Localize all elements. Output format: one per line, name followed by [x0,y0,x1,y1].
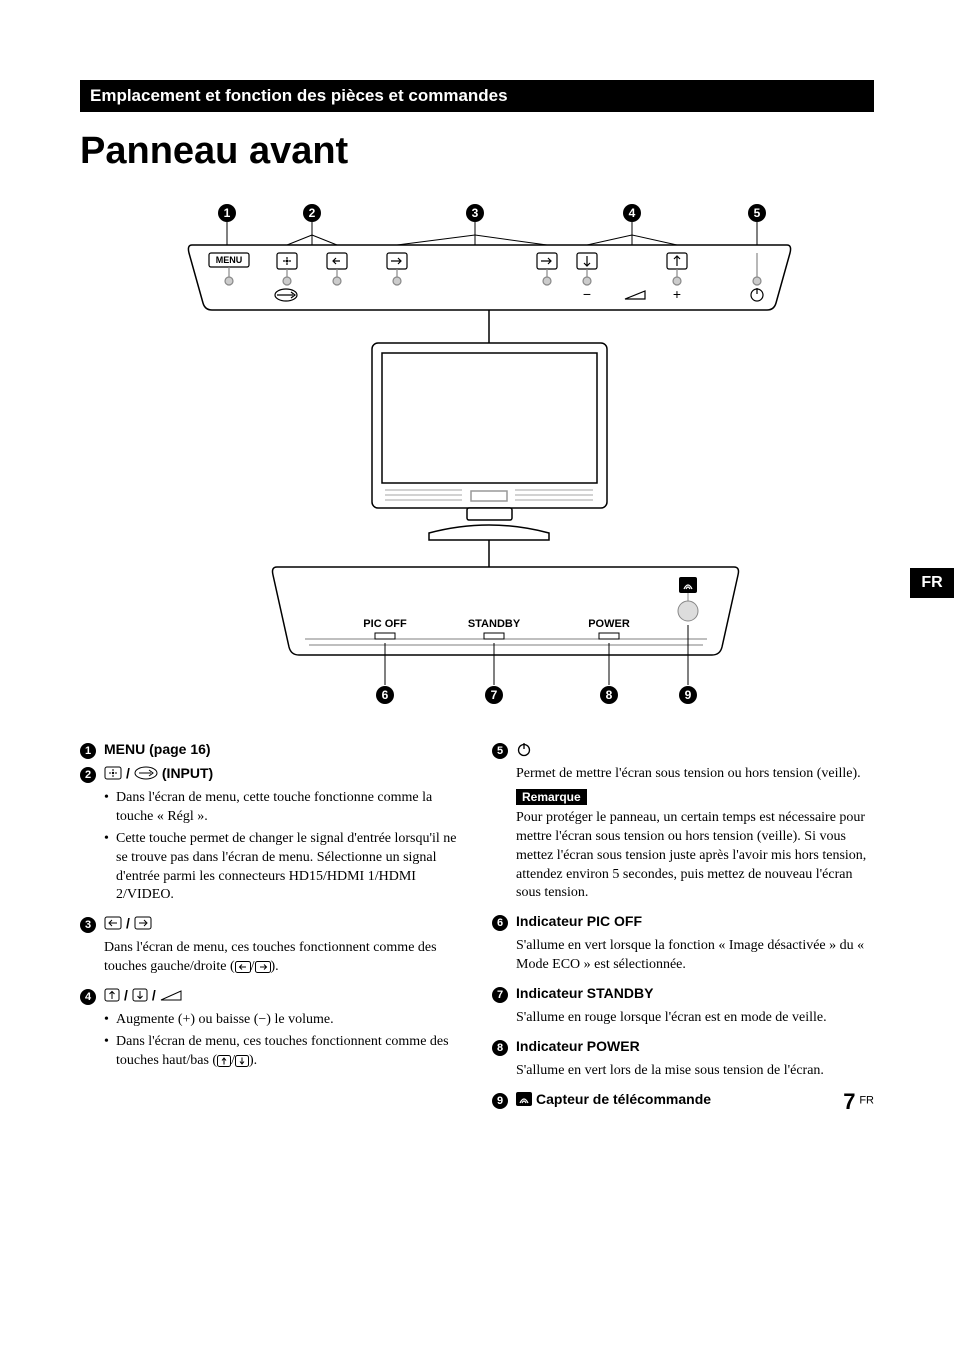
item-9-text: Capteur de télécommande [536,1091,711,1107]
page-number: 7 [843,1089,855,1114]
item-4-heading: / / [104,987,182,1003]
svg-text:8: 8 [606,688,613,702]
input-icon [134,766,158,780]
item-1: 1 MENU (page 16) [80,741,462,759]
item-4-bullet-1: Augmente (+) ou baisse (−) le volume. [104,1011,462,1030]
svg-text:6: 6 [382,688,389,702]
slash: / [152,987,156,1003]
item-8-text: S'allume en vert lors de la mise sous te… [516,1062,874,1081]
svg-text:MENU: MENU [216,255,243,265]
right-arrow-icon [134,916,152,930]
front-panel-diagram: 1 2 3 4 5 MENU [80,195,874,715]
item-2-body: Dans l'écran de menu, cette touche fonct… [104,789,462,905]
svg-text:3: 3 [472,206,479,220]
down-arrow-icon [132,988,148,1002]
item-2-bullet-2: Cette touche permet de changer le signal… [104,830,462,906]
item-7-text: S'allume en rouge lorsque l'écran est en… [516,1009,874,1028]
callout-8-icon: 8 [492,1040,508,1056]
slash: / [124,987,128,1003]
svg-text:7: 7 [491,688,498,702]
left-arrow-icon [104,916,122,930]
item-8-heading: Indicateur POWER [516,1038,640,1054]
up-arrow-icon [104,988,120,1002]
item-5-text: Permet de mettre l'écran sous tension ou… [516,765,874,784]
item-5-note: Pour protéger le panneau, un certain tem… [516,809,874,903]
svg-text:5: 5 [754,206,761,220]
left-column: 1 MENU (page 16) 2 / (INPUT) Dans l'écra… [80,741,462,1115]
item-2-suffix: (INPUT) [162,765,213,781]
item-5-heading [516,741,532,757]
svg-text:2: 2 [309,206,316,220]
item-4-body: Augmente (+) ou baisse (−) le volume. Da… [104,1011,462,1071]
callout-9-icon: 9 [492,1093,508,1109]
svg-text:−: − [583,286,591,302]
note-label: Remarque [516,789,587,805]
callout-2-icon: 2 [80,767,96,783]
item-3: 3 / [80,915,462,933]
right-column: 5 Permet de mettre l'écran sous tension … [492,741,874,1115]
set-icon [104,766,122,780]
remote-sensor-icon [516,1092,532,1106]
item-2-heading: / (INPUT) [104,765,213,781]
callout-1-icon: 1 [80,743,96,759]
item-2: 2 / (INPUT) [80,765,462,783]
svg-text:PIC OFF: PIC OFF [363,618,407,630]
item-8-body: S'allume en vert lors de la mise sous te… [516,1062,874,1081]
item-2-bullet-1: Dans l'écran de menu, cette touche fonct… [104,789,462,827]
item-3-body: Dans l'écran de menu, ces touches foncti… [104,939,462,977]
language-tab: FR [910,568,954,598]
svg-text:9: 9 [685,688,692,702]
power-icon [516,741,532,757]
item-7-body: S'allume en rouge lorsque l'écran est en… [516,1009,874,1028]
right-arrow-icon [255,961,271,973]
item-8: 8 Indicateur POWER [492,1038,874,1056]
item-1-heading: MENU (page 16) [104,741,211,757]
item-6-text: S'allume en vert lorsque la fonction « I… [516,937,874,975]
item-4-bullet-2: Dans l'écran de menu, ces touches foncti… [104,1033,462,1071]
callout-5-icon: 5 [492,743,508,759]
item-6-heading: Indicateur PIC OFF [516,913,642,929]
left-arrow-icon [235,961,251,973]
item-3-heading: / [104,915,152,931]
callout-4-icon: 4 [80,989,96,1005]
item-7-heading: Indicateur STANDBY [516,985,653,1001]
item-4: 4 / / [80,987,462,1005]
item-9-heading: Capteur de télécommande [516,1091,711,1107]
svg-text:STANDBY: STANDBY [468,618,521,630]
item-6-body: S'allume en vert lorsque la fonction « I… [516,937,874,975]
item-5-body: Permet de mettre l'écran sous tension ou… [516,765,874,903]
svg-text:+: + [673,286,681,302]
svg-text:POWER: POWER [588,618,630,630]
callout-6-icon: 6 [492,915,508,931]
volume-icon [160,989,182,1001]
slash: / [126,915,130,931]
item-5: 5 [492,741,874,759]
item-6: 6 Indicateur PIC OFF [492,913,874,931]
down-arrow-icon [235,1055,249,1067]
item-3-text-post: ). [271,959,279,974]
svg-text:1: 1 [224,206,231,220]
slash: / [126,765,130,781]
up-arrow-icon [217,1055,231,1067]
page-title: Panneau avant [80,130,874,173]
page-footer: 7 FR [843,1089,874,1115]
descriptions: 1 MENU (page 16) 2 / (INPUT) Dans l'écra… [80,741,874,1115]
item-9: 9 Capteur de télécommande [492,1091,874,1109]
callout-7-icon: 7 [492,987,508,1003]
item-7: 7 Indicateur STANDBY [492,985,874,1003]
page-lang: FR [859,1094,874,1106]
section-header: Emplacement et fonction des pièces et co… [80,80,874,112]
svg-text:4: 4 [629,206,636,220]
callout-3-icon: 3 [80,917,96,933]
